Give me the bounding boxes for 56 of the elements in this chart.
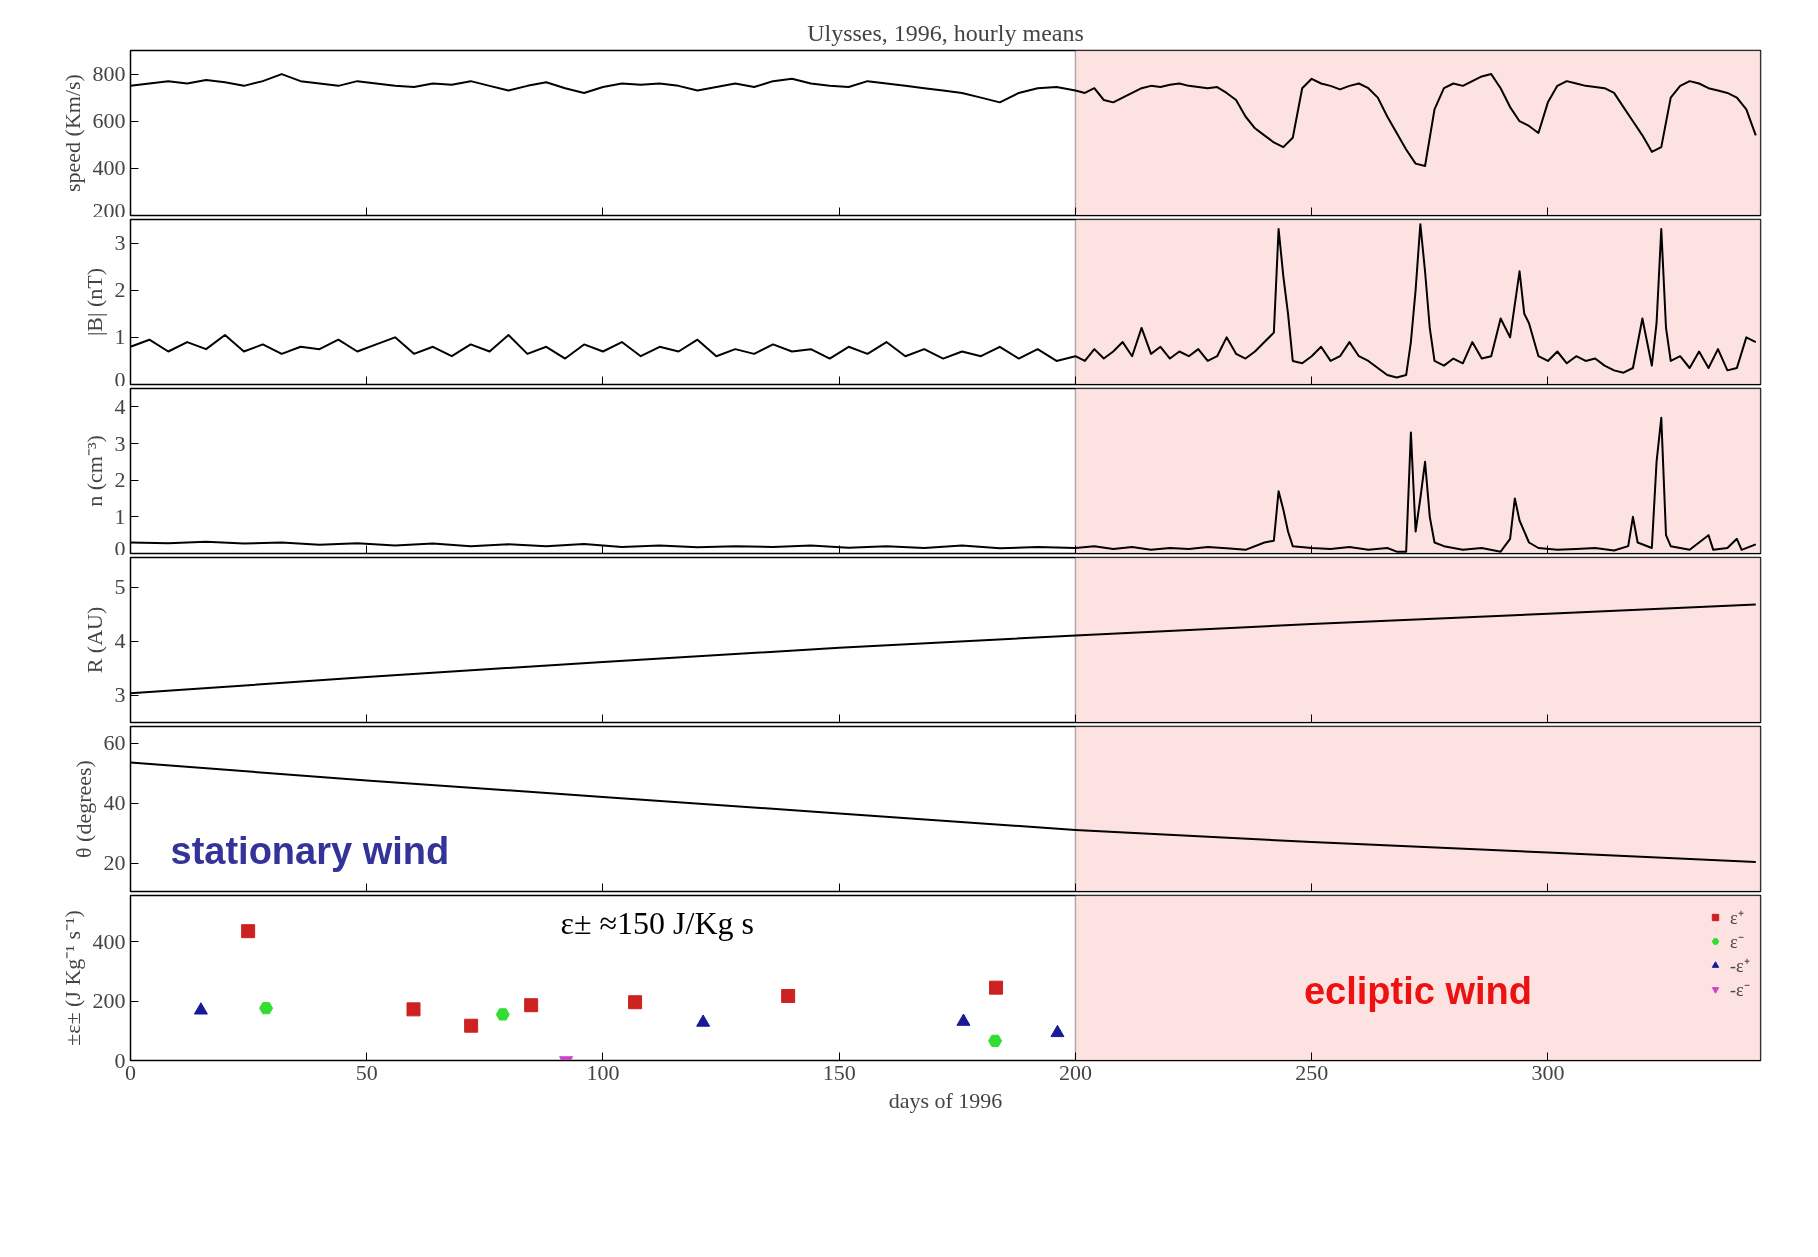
point [241,924,256,939]
point [781,988,796,1003]
legend-label: ε⁺ [1730,907,1745,929]
y-tick-label: 2 [114,277,126,303]
y-tick-label: 40 [103,790,126,815]
x-tick-label: 250 [1295,1059,1329,1085]
y-axis-title: speed (Km/s) [59,74,85,192]
x-tick-label: 300 [1531,1059,1565,1085]
y-tick-label: 0 [114,535,126,561]
y-tick-label: 60 [103,730,126,755]
y-tick-label: 0 [114,366,126,392]
y-tick-label: 20 [103,850,126,875]
y-tick-label: 200 [92,988,126,1014]
point [524,998,539,1013]
band-label: ecliptic wind [1303,970,1532,1013]
y-axis-title: θ (degrees) [70,760,96,858]
point [259,1002,274,1015]
point [464,1018,479,1033]
legend-label: ε⁻ [1730,931,1745,953]
point [956,1013,971,1026]
y-tick-label: 5 [114,574,126,600]
point [989,980,1004,995]
legend-label: -ε⁺ [1730,955,1750,977]
x-tick-label: 150 [822,1059,856,1085]
point [628,995,643,1010]
y-axis-title: R (AU) [81,606,107,674]
point [406,1002,421,1017]
y-tick-label: 600 [92,108,126,134]
y-tick-label: 400 [92,928,126,954]
y-tick-label: 3 [114,230,126,256]
chart-title: Ulysses, 1996, hourly means [807,19,1084,46]
point [696,1014,711,1027]
legend-label: -ε⁻ [1730,979,1750,1001]
y-tick-label: 1 [114,324,126,350]
y-tick-label: 400 [92,155,126,181]
y-axis-title: |B| (nT) [81,267,107,337]
y-axis-title: ±ε± (J Kg⁻¹ s⁻¹) [59,910,85,1046]
y-tick-label: 1 [114,503,126,529]
y-tick-label: 200 [92,197,126,223]
x-tick-label: 50 [355,1059,378,1085]
y-tick-label: 3 [114,430,126,456]
y-tick-label: 2 [114,467,126,493]
point [1050,1024,1065,1038]
x-tick-label: 200 [1058,1059,1092,1085]
point [495,1008,510,1021]
y-tick-label: 4 [114,628,126,654]
y-tick-label: 4 [114,393,126,419]
annotation: stationary wind [170,829,450,872]
annotation: ε± ≈150 J/Kg s [560,904,754,941]
y-tick-label: 3 [114,682,126,708]
x-axis-title: days of 1996 [888,1087,1003,1113]
point [193,1002,208,1015]
x-tick-label: 100 [586,1059,620,1085]
y-tick-label: 800 [92,61,126,87]
point [988,1034,1003,1048]
y-axis-title: n (cm⁻³) [81,435,107,507]
